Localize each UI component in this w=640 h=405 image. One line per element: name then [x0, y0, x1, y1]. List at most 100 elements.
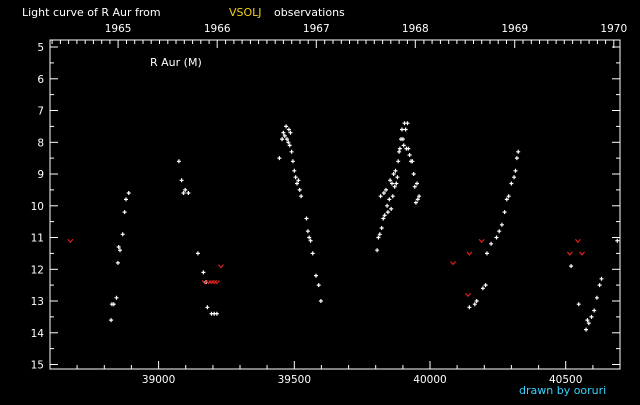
observation-point	[594, 295, 599, 300]
observation-point	[318, 299, 323, 303]
observation-point	[314, 273, 318, 278]
observation-point	[417, 194, 422, 199]
observation-point	[307, 235, 312, 240]
observation-point	[396, 159, 401, 164]
observation-point	[514, 156, 519, 161]
y-tick-label: 9	[37, 169, 44, 181]
y-tick-label: 15	[31, 360, 44, 372]
observation-point	[506, 194, 511, 199]
observation-point	[401, 143, 406, 148]
observation-point	[385, 203, 390, 208]
observation-point	[387, 197, 392, 202]
fainter-than-point	[218, 264, 224, 269]
observation-point	[516, 149, 521, 154]
observation-point	[499, 222, 504, 227]
fainter-than-point	[566, 251, 573, 256]
observation-point	[290, 159, 295, 164]
chart-title-source: VSOLJ	[229, 6, 262, 19]
observation-point	[282, 133, 287, 138]
observation-point	[205, 305, 210, 310]
y-tick-label: 7	[37, 106, 44, 118]
observation-point	[413, 200, 418, 205]
fainter-than-point	[67, 238, 74, 244]
observation-point	[378, 194, 383, 199]
observation-point	[292, 168, 297, 173]
observation-point	[116, 245, 121, 249]
observation-point	[288, 130, 293, 135]
observation-point	[585, 318, 590, 323]
fainter-than-point	[579, 251, 585, 256]
x-tick-label: 40000	[413, 374, 446, 386]
observation-point	[412, 184, 417, 189]
observation-point	[407, 153, 412, 157]
fainter-than-point	[466, 251, 473, 256]
y-tick-label: 8	[37, 137, 44, 149]
observation-point	[388, 178, 393, 183]
observation-point	[277, 156, 282, 161]
observation-point	[509, 181, 514, 186]
observation-point	[381, 191, 386, 195]
observation-point	[304, 216, 309, 221]
observation-point	[397, 146, 402, 151]
year-label: 1968	[402, 23, 429, 35]
observation-point	[576, 302, 581, 307]
observation-point	[406, 146, 411, 151]
observation-point	[384, 187, 388, 192]
observation-point	[385, 210, 390, 215]
observation-point	[120, 232, 125, 237]
observation-point	[195, 251, 200, 256]
observation-point	[513, 168, 518, 173]
observation-point	[390, 194, 395, 199]
y-tick-label: 13	[31, 296, 44, 308]
observation-point	[489, 241, 494, 246]
observation-point	[597, 283, 602, 288]
observation-point	[115, 260, 120, 265]
observation-point	[381, 216, 386, 221]
observation-point	[126, 191, 131, 195]
chart-title-prefix: Light curve of R Aur from	[22, 6, 161, 19]
observation-point	[485, 251, 489, 256]
data-points	[67, 121, 620, 332]
fainter-than-point	[478, 238, 485, 244]
observation-point	[480, 286, 485, 291]
observation-point	[179, 178, 184, 183]
observation-point	[599, 276, 604, 281]
observation-point	[415, 197, 420, 202]
observation-point	[114, 295, 119, 300]
observation-point	[467, 305, 472, 310]
observation-point	[297, 187, 302, 192]
credit-text: drawn by ooruri	[519, 384, 606, 397]
observation-point	[299, 194, 304, 199]
y-tick-label: 12	[31, 264, 44, 276]
observation-point	[400, 137, 405, 142]
x-tick-label: 39000	[142, 374, 175, 386]
observation-point	[286, 127, 291, 132]
series-label: R Aur (M)	[150, 56, 202, 69]
observation-point	[285, 137, 289, 142]
observation-point	[502, 210, 507, 215]
observation-point	[403, 127, 408, 132]
observation-point	[287, 143, 292, 148]
observation-point	[494, 235, 499, 240]
observation-point	[308, 238, 313, 243]
observation-point	[289, 149, 294, 154]
observation-point	[284, 124, 289, 129]
observation-point	[316, 283, 321, 288]
observation-point	[392, 184, 397, 189]
observation-point	[569, 264, 574, 269]
observation-point	[118, 248, 122, 253]
observation-point	[186, 191, 191, 195]
observation-point	[310, 251, 315, 256]
observation-point	[122, 210, 127, 215]
observation-point	[390, 181, 394, 186]
observation-point	[176, 159, 181, 164]
observation-point	[415, 181, 419, 186]
observation-point	[615, 238, 620, 243]
observation-point	[109, 318, 114, 323]
observation-point	[305, 229, 310, 234]
fainter-than-point	[213, 280, 220, 285]
fainter-than-point	[465, 292, 471, 298]
chart-title-suffix: observations	[274, 6, 345, 19]
axis-ticks	[49, 40, 621, 369]
